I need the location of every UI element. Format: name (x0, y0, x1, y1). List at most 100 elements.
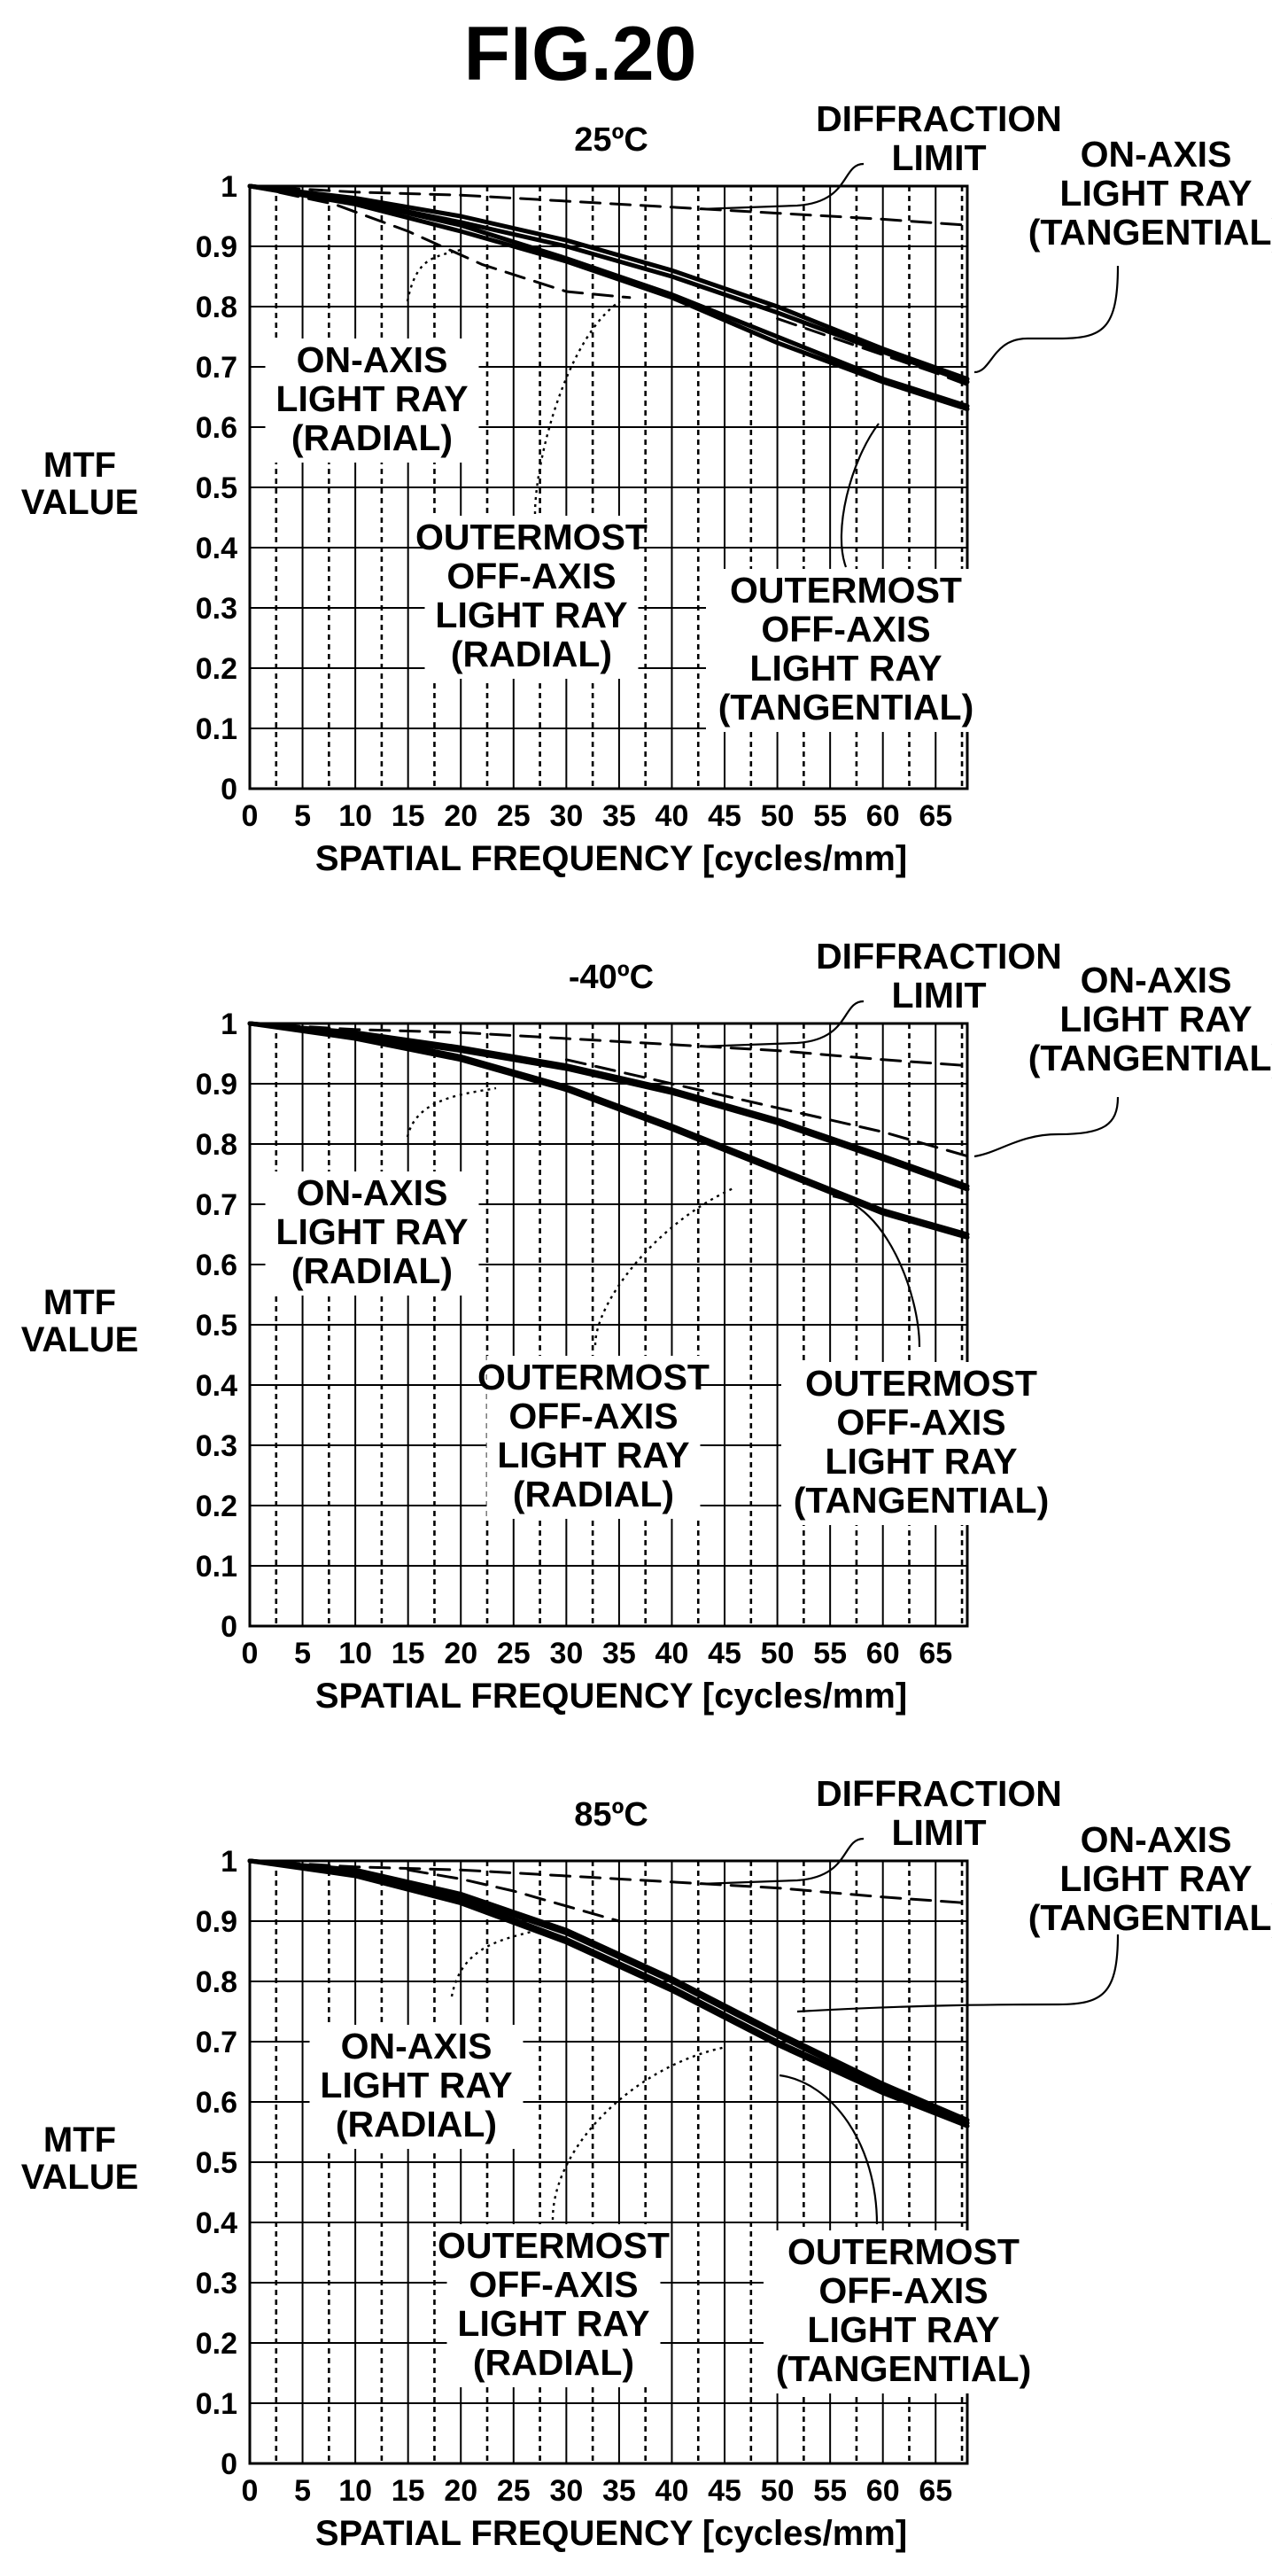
x-tick-label: 60 (866, 799, 900, 833)
x-tick-label: 65 (919, 799, 952, 833)
y-tick-label: 0.9 (196, 230, 237, 264)
annotation-label: ON-AXIS (1081, 134, 1232, 175)
leader-line (973, 265, 1120, 374)
annotation-label: OUTERMOST (415, 517, 648, 557)
leader-line (699, 1000, 865, 1048)
annotation-background (309, 2025, 524, 2149)
y-tick-label: 0.5 (196, 1309, 237, 1342)
series-line (248, 1859, 969, 1905)
x-tick-label: 20 (444, 1637, 477, 1670)
x-tick-label: 45 (708, 2474, 741, 2508)
annotation-label: OUTERMOST (787, 2231, 1020, 2272)
x-tick-label: 50 (761, 1637, 795, 1670)
y-tick-label: 0.1 (196, 2387, 237, 2421)
y-tick-label: 1 (221, 1008, 237, 1041)
y-axis-label: VALUE (21, 483, 139, 522)
y-axis-label: MTF (43, 2121, 116, 2160)
series-line (247, 1021, 970, 1189)
y-tick-label: 0.4 (196, 1369, 237, 1403)
x-tick-label: 35 (602, 2474, 636, 2508)
x-tick-label: 10 (338, 799, 372, 833)
annotation-label: ON-AXIS (297, 1172, 448, 1213)
series-line (247, 183, 970, 382)
leader-line (840, 423, 880, 568)
x-tick-label: 20 (444, 799, 477, 833)
x-tick-label: 15 (392, 799, 425, 833)
plot-frame (248, 1859, 969, 2465)
annotation-label: ON-AXIS (297, 339, 448, 380)
y-tick-label: 0.3 (196, 1429, 237, 1463)
annotation-label: (RADIAL) (513, 1474, 674, 1514)
annotation-label: DIFFRACTION (816, 1773, 1062, 1814)
annotation-label: OFF-AXIS (836, 1402, 1005, 1443)
x-tick-label: 35 (602, 1637, 636, 1670)
leader-line (533, 300, 621, 515)
series-line (564, 1058, 969, 1158)
x-tick-label: 25 (497, 799, 531, 833)
x-tick-label: 30 (549, 1637, 583, 1670)
annotation-background (424, 516, 639, 679)
y-tick-label: 0.7 (196, 351, 237, 385)
grid-minor-lines (275, 1023, 964, 1626)
y-tick-label: 0.2 (196, 1490, 237, 1523)
annotation-label: LIMIT (891, 975, 986, 1016)
annotation-label: OFF-AXIS (761, 609, 930, 650)
y-tick-label: 0 (221, 1610, 237, 1644)
annotation-label: OUTERMOST (805, 1363, 1037, 1404)
chart-title: 85ºC (574, 1796, 648, 1833)
y-tick-label: 0.2 (196, 652, 237, 686)
y-tick-label: 1 (221, 1845, 237, 1879)
x-tick-label: 40 (655, 2474, 689, 2508)
x-tick-label: 20 (444, 2474, 477, 2508)
annotation-label: OUTERMOST (438, 2225, 670, 2266)
y-tick-label: 0.4 (196, 532, 237, 565)
y-axis-label: MTF (43, 1283, 116, 1322)
y-tick-label: 0.8 (196, 1128, 237, 1162)
x-tick-label: 5 (294, 1637, 311, 1670)
annotation-background (781, 1362, 1061, 1525)
y-tick-label: 0.1 (196, 712, 237, 746)
x-tick-label: 15 (392, 2474, 425, 2508)
plot-frame (248, 1022, 969, 1628)
annotation-label: OFF-AXIS (469, 2264, 638, 2305)
series-line (776, 317, 969, 386)
y-tick-label: 1 (221, 170, 237, 204)
x-axis-label: SPATIAL FREQUENCY [cycles/mm] (315, 839, 907, 878)
annotation-background (265, 339, 479, 463)
x-tick-label: 25 (497, 1637, 531, 1670)
chart-panel: 0 5 10 15 20 25 30 35 40 45 50 55 60 65 0 0.1 0.2 0.3 0.4 0… (21, 98, 1272, 878)
x-tick-label: 40 (655, 799, 689, 833)
y-tick-label: 0.6 (196, 2086, 237, 2120)
series-line (247, 1021, 970, 1240)
annotation-label: (RADIAL) (291, 417, 453, 458)
x-tick-label: 30 (549, 2474, 583, 2508)
x-tick-label: 45 (708, 799, 741, 833)
annotation-background (265, 1171, 479, 1296)
annotation-label: DIFFRACTION (816, 98, 1062, 139)
leader-line (593, 1186, 736, 1346)
annotation-label: (TANGENTIAL) (1028, 1038, 1272, 1078)
x-tick-label: 50 (761, 799, 795, 833)
annotation-background (706, 569, 986, 732)
figure-title: FIG.20 (464, 12, 697, 97)
annotation-label: LIGHT RAY (275, 378, 468, 419)
leader-line (973, 1096, 1120, 1158)
series-line (248, 184, 632, 300)
grid-lines (249, 1023, 967, 1627)
annotation-label: ON-AXIS (1081, 960, 1232, 1000)
y-tick-label: 0.7 (196, 1188, 237, 1222)
x-tick-label: 45 (708, 1637, 741, 1670)
series-line (407, 1868, 621, 1923)
annotation-label: ON-AXIS (1081, 1819, 1232, 1860)
series-line (247, 183, 970, 412)
x-tick-label: 0 (242, 2474, 259, 2508)
annotation-label: OFF-AXIS (508, 1396, 678, 1436)
series-line (248, 1022, 969, 1068)
leader-line (450, 1930, 532, 1997)
annotation-label: LIGHT RAY (749, 648, 942, 689)
annotation-label: LIGHT RAY (825, 1441, 1017, 1482)
x-tick-label: 40 (655, 1637, 689, 1670)
annotation-label: (RADIAL) (473, 2342, 634, 2383)
annotation-label: OFF-AXIS (446, 556, 616, 596)
